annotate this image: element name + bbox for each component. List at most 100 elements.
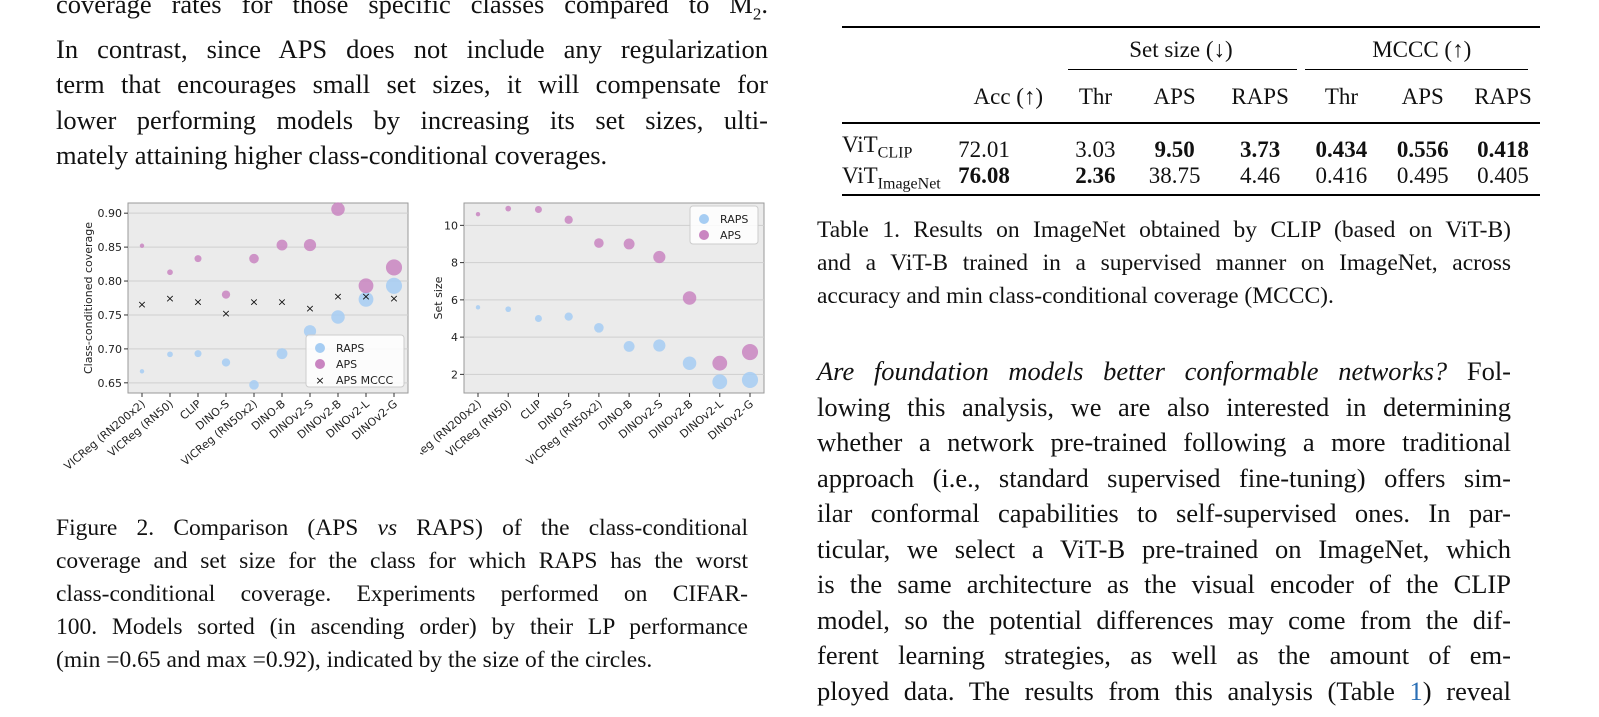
aps-point — [221, 290, 231, 299]
caption-line: coverage and set size for the class for … — [56, 548, 748, 574]
column-header: Acc (↑) — [973, 83, 1044, 109]
table-group-header-row: Set size (↓) MCCC (↑) — [842, 27, 1540, 71]
figure-2: 0.65 0.70 0.75 0.80 0.85 0.90 Class-conditione… — [56, 200, 768, 500]
legend-mccc-marker: × — [315, 374, 324, 387]
legend-raps-marker — [315, 343, 325, 353]
table-cell: 3.03 — [1075, 137, 1116, 162]
y-tick-label: 0.70 — [98, 343, 123, 356]
y-tick-label: 0.80 — [98, 275, 123, 288]
table-cell: 0.416 — [1315, 163, 1368, 188]
raps-point — [358, 291, 374, 307]
aps-point — [505, 205, 512, 212]
raps-point — [594, 323, 604, 333]
text-line: Are foundation models better conformable… — [817, 356, 1512, 386]
raps-point — [331, 310, 345, 324]
table-cell: 38.75 — [1148, 163, 1201, 188]
results-table: Set size (↓) MCCC (↑) Acc (↑) Thr APS RA… — [842, 26, 1540, 196]
mccc-marker: × — [389, 292, 398, 305]
paragraph-heading: Are foundation models better conformable… — [817, 356, 1448, 386]
table-cell: 4.46 — [1240, 163, 1281, 188]
raps-point — [534, 314, 542, 322]
column-header: Thr — [1078, 83, 1113, 109]
mccc-marker: × — [249, 295, 258, 308]
y-tick-label: 4 — [451, 331, 458, 344]
left-paragraph: coverage rates for those specific classe… — [56, 0, 768, 174]
y-tick-label: 8 — [451, 257, 458, 270]
legend-label: RAPS — [720, 213, 748, 226]
caption-line: and a ViT-B trained in a supervised mann… — [817, 250, 1511, 276]
caption-line: class-conditional coverage. Experiments … — [56, 581, 748, 607]
aps-point — [741, 343, 759, 361]
row-label: ViTImageNet — [842, 163, 941, 193]
legend-label: APS — [720, 229, 741, 242]
aps-point — [682, 291, 697, 305]
legend-label: APS — [336, 358, 357, 371]
aps-point — [249, 253, 259, 264]
set-size-group-header: Set size (↓) — [1058, 27, 1303, 71]
column-header: RAPS — [1474, 83, 1532, 109]
text-line: ticular, we select a ViT-B pre-trained o… — [817, 533, 1511, 564]
left-column: coverage rates for those specific classe… — [56, 0, 768, 174]
table-cell: 76.08 — [958, 163, 1010, 188]
caption-line: accuracy and min class-conditional cover… — [817, 283, 1334, 309]
table-cell: 0.495 — [1396, 163, 1449, 188]
aps-point — [475, 211, 481, 217]
aps-point — [303, 238, 317, 252]
aps-point — [194, 255, 202, 263]
raps-point — [475, 305, 481, 310]
mccc-marker: × — [361, 290, 370, 303]
y-axis-label: Set size — [432, 276, 445, 319]
table-caption: Table 1. Results on ImageNet obtained by… — [817, 214, 1511, 313]
mccc-marker: × — [305, 302, 314, 315]
legend-raps-marker — [699, 214, 709, 224]
raps-point — [741, 371, 759, 389]
aps-point — [167, 269, 173, 276]
text-line: lower performing models by increasing it… — [56, 104, 768, 135]
table-cell: 0.434 — [1315, 137, 1368, 162]
legend-label: APS MCCC — [336, 374, 393, 387]
y-axis-label: Class-conditioned coverage — [82, 222, 95, 374]
y-tick-label: 10 — [444, 219, 458, 232]
text-line: model, so the potential differences may … — [817, 604, 1511, 635]
text-line: whether a network pre-trained following … — [817, 427, 1511, 457]
mccc-marker: × — [333, 290, 342, 303]
legend-label: RAPS — [336, 342, 364, 355]
text-line: ilar conformal capabilities to self-supe… — [817, 498, 1511, 528]
y-tick-label: 0.65 — [98, 377, 123, 390]
table-ref-link[interactable]: 1 — [1409, 675, 1423, 706]
column-header: APS — [1401, 83, 1444, 109]
table-cell: 2.36 — [1075, 163, 1116, 188]
y-tick-label: 0.85 — [98, 241, 123, 254]
table-row: ViTCLIP 72.01 3.03 9.50 3.73 0.434 0.556 0.418 — [842, 123, 1540, 163]
column-header: APS — [1153, 83, 1196, 109]
raps-point — [276, 348, 288, 360]
vs-text: vs — [377, 515, 398, 541]
figure-caption: Figure 2. Comparison (APS vs RAPS) of th… — [56, 512, 748, 677]
raps-point — [167, 351, 173, 358]
mccc-marker: × — [165, 292, 174, 305]
right-paragraph: Are foundation models better conformable… — [817, 354, 1511, 709]
text-line: ferent learning strategies, as well as t… — [817, 640, 1511, 670]
mccc-marker: × — [221, 307, 230, 320]
raps-point — [221, 358, 231, 367]
text-line: approach (i.e., standard supervised fine… — [817, 462, 1511, 493]
table-cell: 0.556 — [1396, 137, 1449, 162]
aps-point — [385, 259, 403, 276]
text-line: is the same architecture as the visual e… — [817, 569, 1511, 599]
column-header: RAPS — [1231, 83, 1289, 109]
text-line: mately attaining higher class-conditiona… — [56, 140, 608, 171]
coverage-chart: 0.65 0.70 0.75 0.80 0.85 0.90Class-conditione… — [62, 202, 409, 473]
caption-line: 100. Models sorted (in ascending order) … — [56, 614, 748, 640]
raps-point — [505, 306, 512, 313]
legend-aps-marker — [699, 230, 709, 240]
aps-point — [331, 202, 345, 216]
aps-point — [653, 250, 666, 264]
raps-point — [303, 325, 317, 338]
text-line: lowing this analysis, we are also intere… — [817, 391, 1511, 422]
raps-point — [139, 369, 145, 374]
aps-point — [712, 355, 728, 371]
caption-line: Figure 2. Comparison (APS vs RAPS) of th… — [56, 515, 748, 541]
raps-point — [653, 339, 666, 352]
y-tick-label: 2 — [451, 368, 458, 381]
